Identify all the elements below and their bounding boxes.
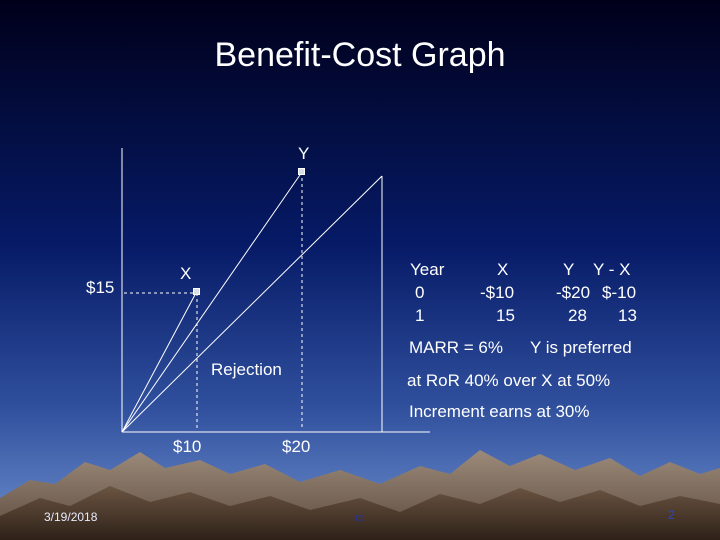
table-cell-x-0: -$10: [480, 283, 515, 302]
y-axis-value-label: $15: [86, 278, 115, 297]
preferred-note: Y is preferred: [530, 338, 632, 357]
table-cell-y-0: -$20: [556, 283, 591, 302]
table-cell-year-1: 1: [415, 306, 425, 325]
y-point-label: Y: [298, 144, 310, 163]
footer-page-number: 2: [668, 508, 675, 522]
increment-note: Increment earns at 30%: [409, 402, 590, 421]
table-header-y: Y: [563, 260, 575, 279]
footer-author: rd: [355, 512, 365, 524]
table-cell-diff-1: 13: [618, 306, 637, 325]
slide-title: Benefit-Cost Graph: [214, 36, 506, 74]
x-point-label: X: [180, 264, 192, 283]
table-cell-y-1: 28: [568, 306, 587, 325]
footer-date: 3/19/2018: [44, 510, 98, 524]
table-header-year: Year: [410, 260, 445, 279]
x-tick-10: $10: [173, 437, 202, 456]
line-to-y: [121, 171, 303, 433]
table-cell-diff-0: $-10: [602, 283, 637, 302]
point-x-marker: [193, 288, 200, 295]
point-y-marker: [298, 168, 305, 175]
table-header-x: X: [497, 260, 509, 279]
ror-note: at RoR 40% over X at 50%: [407, 371, 611, 390]
near-ridge: [0, 486, 720, 540]
x-tick-20: $20: [282, 437, 311, 456]
rejection-diagonal: [121, 175, 383, 433]
mountain-landscape: [0, 450, 720, 540]
table-header-y-minus-x: Y - X: [593, 260, 631, 279]
table-cell-x-1: 15: [496, 306, 515, 325]
line-to-x: [121, 290, 198, 433]
table-cell-year-0: 0: [415, 283, 425, 302]
rejection-label: Rejection: [211, 360, 282, 379]
marr-note: MARR = 6%: [409, 338, 503, 357]
